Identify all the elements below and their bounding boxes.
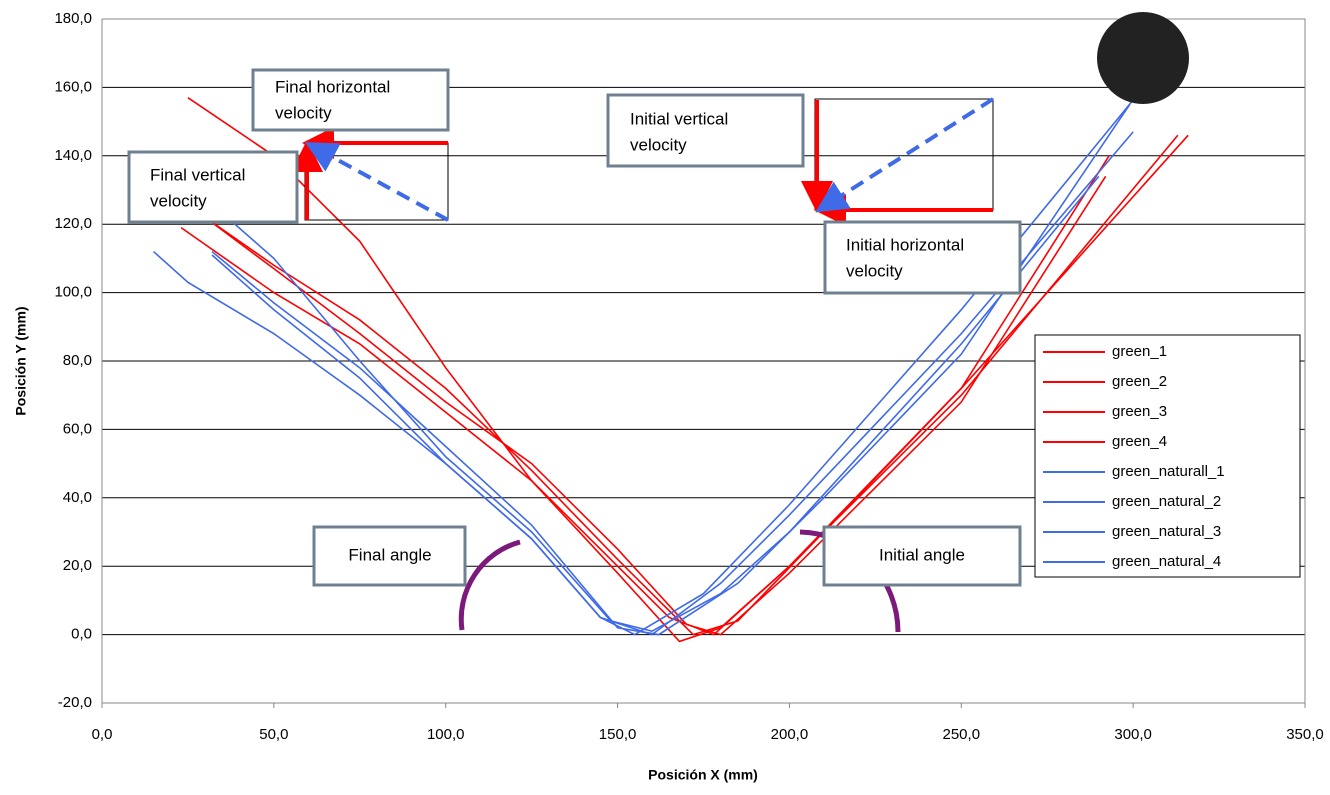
x-tick-label: 250,0 [943, 726, 981, 743]
legend-label: green_4 [1112, 433, 1167, 450]
y-axis-title: Posición Y (mm) [13, 306, 29, 415]
chart: Posición X (mm) Posición Y (mm) -20,00,0… [0, 0, 1330, 790]
annotation-box [825, 222, 1020, 293]
y-tick-label: 20,0 [63, 557, 92, 574]
ball [1097, 12, 1189, 104]
x-tick-label: 0,0 [92, 726, 113, 743]
annotation: Final angle [348, 545, 431, 564]
legend-label: green_naturall_1 [1112, 463, 1225, 480]
x-tick-label: 50,0 [259, 726, 288, 743]
x-tick-label: 150,0 [599, 726, 637, 743]
legend-label: green_3 [1112, 403, 1167, 420]
annotation: Initial angle [879, 545, 965, 564]
annotation: velocity [150, 191, 207, 210]
annotation: Initial horizontal [846, 235, 964, 254]
y-tick-label: -20,0 [58, 694, 92, 711]
y-tick-label: 80,0 [63, 352, 92, 369]
y-tick-label: 140,0 [54, 147, 92, 164]
y-tick-label: 180,0 [54, 10, 92, 27]
annotation: velocity [630, 135, 687, 154]
legend-label: green_natural_4 [1112, 553, 1221, 570]
annotation: velocity [846, 261, 903, 280]
x-axis-title: Posición X (mm) [648, 767, 758, 783]
legend-label: green_1 [1112, 343, 1167, 360]
legend-label: green_natural_2 [1112, 493, 1221, 510]
x-tick-label: 100,0 [427, 726, 465, 743]
arrow [822, 99, 993, 208]
y-tick-label: 60,0 [63, 420, 92, 437]
annotation: Initial vertical [630, 109, 728, 128]
angle-arc [461, 542, 520, 630]
legend-box [1035, 335, 1300, 577]
legend-label: green_natural_3 [1112, 523, 1221, 540]
legend-label: green_2 [1112, 373, 1167, 390]
x-tick-label: 200,0 [771, 726, 809, 743]
y-tick-label: 120,0 [54, 215, 92, 232]
arrow [312, 146, 448, 220]
annotation: Final horizontal [275, 77, 390, 96]
x-tick-label: 300,0 [1114, 726, 1152, 743]
x-tick-label: 350,0 [1286, 726, 1324, 743]
annotation-box [608, 95, 803, 166]
annotation: Final vertical [150, 165, 245, 184]
y-tick-label: 40,0 [63, 489, 92, 506]
y-tick-label: 0,0 [71, 626, 92, 643]
annotation-box [129, 152, 297, 222]
y-tick-label: 160,0 [54, 78, 92, 95]
y-tick-label: 100,0 [54, 284, 92, 301]
annotation: velocity [275, 103, 332, 122]
